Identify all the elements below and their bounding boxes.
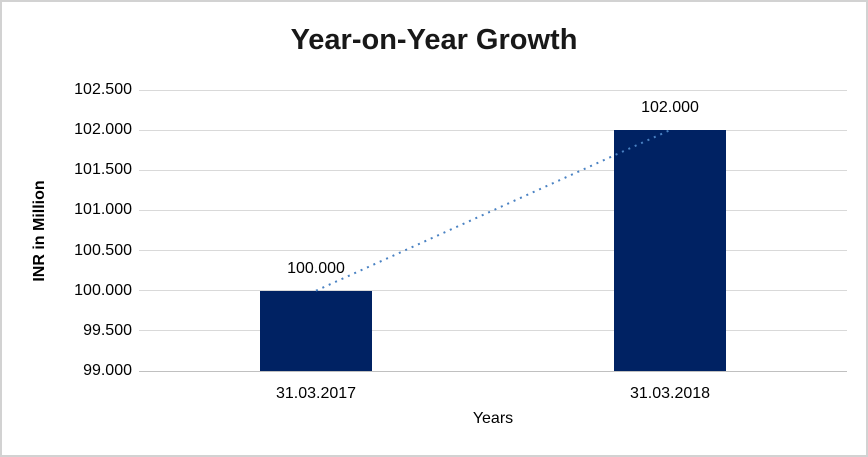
x-category-label: 31.03.2017 xyxy=(275,385,357,402)
y-tick-label: 102.500 xyxy=(74,81,132,98)
chart-title: Year-on-Year Growth xyxy=(290,24,578,56)
y-axis-title: INR in Million xyxy=(31,180,48,282)
y-tick-label: 100.500 xyxy=(74,241,132,259)
x-axis-title: Years xyxy=(472,410,514,427)
bar-value-label: 102.000 xyxy=(641,99,699,117)
y-tick-label: 101.500 xyxy=(74,161,132,179)
y-tick-label: 99.500 xyxy=(83,321,132,339)
gridline xyxy=(139,129,847,131)
x-category-label: 31.03.2018 xyxy=(629,385,711,402)
bar xyxy=(614,130,726,371)
gridline xyxy=(139,370,847,372)
gridline xyxy=(139,290,847,292)
bar xyxy=(260,290,372,371)
y-tick-label: 100.000 xyxy=(74,281,132,299)
gridline xyxy=(139,169,847,171)
y-tick-label: 102.000 xyxy=(74,121,132,139)
gridline xyxy=(139,330,847,332)
y-tick-label: 101.000 xyxy=(74,201,132,219)
gridline xyxy=(139,89,847,91)
y-tick-label: 99.000 xyxy=(83,362,132,379)
gridline xyxy=(139,209,847,211)
bar-value-label: 100.000 xyxy=(287,259,345,277)
gridline xyxy=(139,250,847,252)
